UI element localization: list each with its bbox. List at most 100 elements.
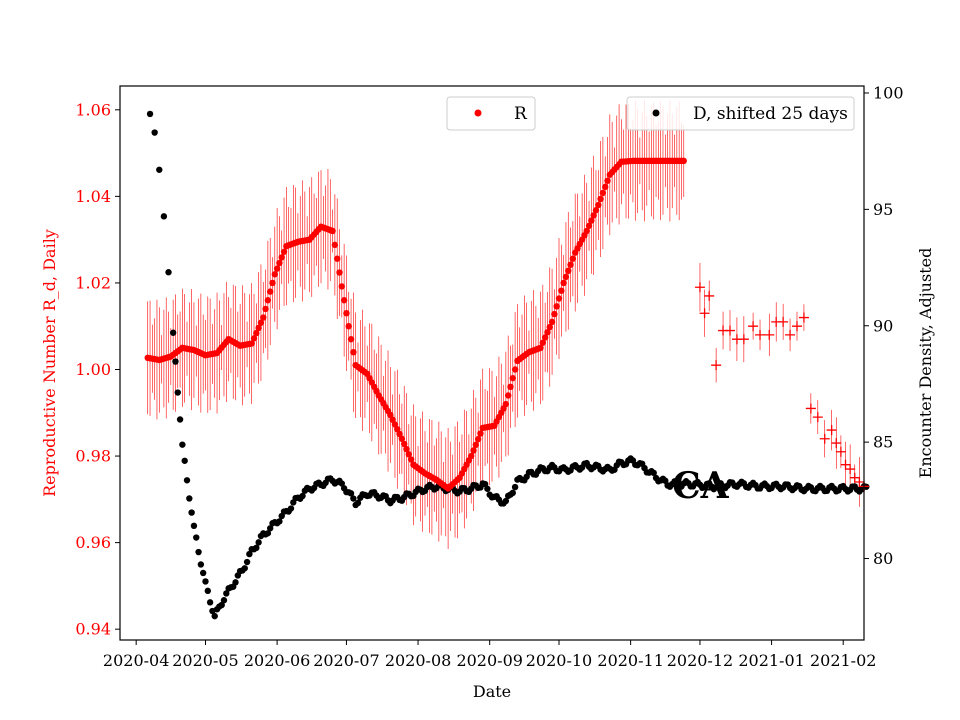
d-data-point (183, 477, 191, 484)
r-data-point (548, 318, 556, 326)
r-data-point (602, 183, 609, 191)
r-cross-point (831, 438, 842, 449)
d-data-point (165, 269, 172, 276)
r-data-point (262, 305, 269, 313)
r-data-point (604, 177, 611, 184)
legend-d-marker (652, 109, 660, 117)
d-data-point (287, 505, 295, 512)
r-data-point (507, 383, 514, 391)
x-tick-label: 2020-04 (103, 651, 169, 670)
legend-r-box (446, 96, 536, 131)
r-data-point (583, 227, 590, 235)
left-y-tick-label: 0.98 (75, 447, 111, 466)
right-y-tick-label: 100 (873, 83, 904, 102)
r-cross-point (764, 329, 775, 340)
r-cross-series (694, 282, 869, 492)
r-data-point (391, 421, 399, 428)
d-data-point (181, 457, 188, 464)
r-cross-point (845, 464, 856, 475)
r-cross-point (699, 308, 710, 319)
d-data-point (220, 597, 228, 604)
r-data-point (336, 269, 343, 276)
r-data-point (273, 265, 281, 272)
d-data-point (179, 441, 186, 448)
d-data-point (650, 469, 657, 477)
x-tick-label: 2020-12 (667, 651, 733, 670)
r-data-point (278, 254, 285, 261)
r-data-point (387, 411, 394, 419)
r-data-point (565, 267, 572, 275)
left-y-tick-label: 1.06 (75, 100, 111, 119)
r-data-point (585, 222, 593, 229)
d-data-point (246, 550, 253, 558)
r-data-point (511, 366, 519, 373)
legend-r-marker (474, 109, 482, 117)
r-data-point (389, 416, 396, 423)
r-data-point (345, 323, 352, 330)
r-data-point (266, 288, 274, 295)
r-data-point (405, 451, 413, 458)
x-tick-label: 2021-02 (810, 651, 876, 670)
r-data-point (280, 248, 288, 255)
r-data-point (537, 344, 544, 352)
r-cross-point (711, 360, 722, 371)
r-data-point (680, 157, 687, 165)
x-tick-label: 2020-09 (456, 651, 522, 670)
r-data-point (595, 201, 602, 209)
d-data-point (509, 489, 516, 497)
r-data-point (331, 241, 339, 249)
legend-d-label: D, shifted 25 days (693, 104, 848, 124)
right-y-tick-label: 95 (873, 200, 893, 219)
r-data-point (477, 430, 484, 437)
r-data-point (403, 445, 410, 453)
left-y-axis-title: Reproductive Number R_d, Daily (40, 229, 59, 497)
right-y-tick-label: 80 (873, 549, 893, 568)
r-data-point (590, 212, 597, 219)
x-axis-title: Date (473, 682, 511, 701)
d-data-point (151, 129, 158, 136)
r-data-point (551, 310, 558, 318)
r-cross-point (724, 325, 735, 336)
r-data-point (248, 340, 255, 347)
left-y-tick-label: 1.04 (75, 187, 111, 206)
r-data-point (255, 324, 262, 332)
left-y-tick-label: 0.94 (75, 620, 111, 639)
r-data-point (569, 255, 577, 262)
r-cross-point (704, 290, 715, 301)
r-data-point (597, 195, 604, 203)
r-cross-point (785, 329, 796, 340)
r-cross-point (840, 459, 851, 470)
d-data-point (204, 587, 212, 595)
right-y-tick-label: 90 (873, 316, 893, 335)
r-data-point (567, 261, 574, 268)
d-data-point (241, 565, 248, 572)
r-data-point (264, 297, 272, 304)
r-data-point (562, 273, 570, 281)
r-series (144, 157, 687, 492)
r-data-point (396, 430, 403, 438)
x-tick-label: 2020-08 (385, 651, 451, 670)
right-y-tick-label: 85 (873, 433, 893, 452)
d-data-point (172, 358, 179, 365)
d-data-point (511, 483, 519, 491)
d-data-point (354, 499, 362, 507)
plot-area (144, 100, 870, 620)
left-y-tick-label: 1.00 (75, 360, 111, 379)
d-data-point (211, 612, 218, 620)
legend-r-label: R (514, 104, 528, 124)
legend-d-box (626, 96, 855, 131)
r-data-point (474, 435, 482, 443)
r-data-point (407, 456, 415, 463)
d-data-point (502, 497, 510, 505)
r-cross-point (791, 321, 802, 332)
r-cross-point (835, 446, 846, 457)
r-cross-point (738, 334, 749, 345)
right-y-axis: 80 85 90 95 100 (864, 83, 904, 568)
legend-d: D, shifted 25 days (626, 96, 855, 131)
r-error-bars (147, 100, 865, 549)
r-data-point (544, 329, 551, 336)
r-cross-point (694, 282, 705, 293)
r-data-point (468, 452, 475, 460)
d-data-point (218, 601, 225, 609)
